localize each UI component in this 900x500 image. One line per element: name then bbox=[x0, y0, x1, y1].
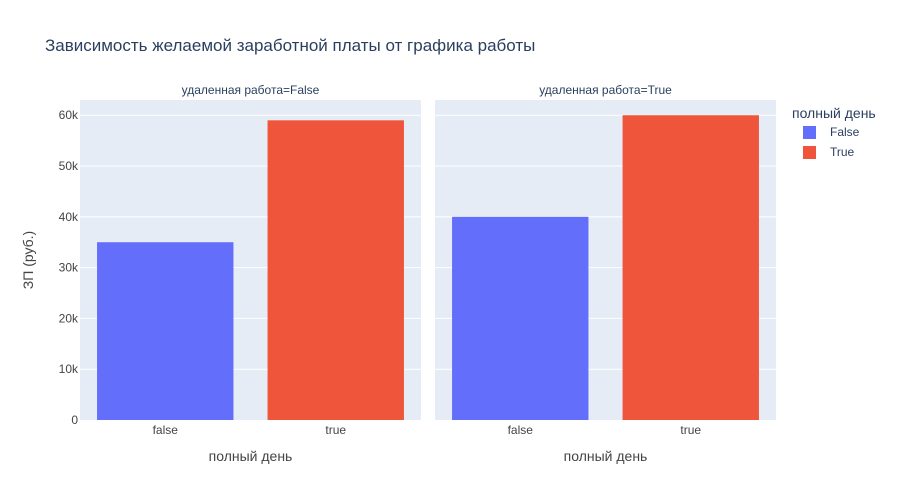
x-tick-label: true bbox=[325, 423, 346, 437]
y-tick-label: 40k bbox=[59, 210, 79, 224]
y-tick-label: 0 bbox=[71, 413, 78, 427]
y-tick-label: 60k bbox=[59, 108, 79, 122]
y-axis-title: ЗП (руб.) bbox=[20, 231, 36, 289]
facet-title: удаленная работа=False bbox=[182, 83, 320, 97]
legend-item-false[interactable]: False bbox=[803, 125, 860, 139]
x-tick-label: false bbox=[153, 423, 179, 437]
y-tick-label: 50k bbox=[59, 159, 79, 173]
y-tick-label: 30k bbox=[59, 261, 79, 275]
legend-label: True bbox=[830, 145, 855, 159]
bar-true bbox=[267, 120, 404, 421]
facet-title: удаленная работа=True bbox=[539, 83, 672, 97]
legend-item-true[interactable]: True bbox=[803, 145, 855, 159]
legend-title: полный день bbox=[792, 105, 876, 121]
facet-2: удаленная работа=True false true полный ден… bbox=[435, 83, 776, 464]
bar-false bbox=[97, 242, 234, 420]
legend-swatch bbox=[803, 126, 816, 139]
x-tick-label: true bbox=[680, 423, 701, 437]
legend-label: False bbox=[830, 125, 860, 139]
bar-true bbox=[622, 115, 759, 420]
x-axis-title: полный день bbox=[564, 448, 648, 464]
x-tick-label: false bbox=[508, 423, 534, 437]
legend: полный день False True bbox=[792, 105, 876, 159]
chart-title: Зависимость желаемой заработной платы от… bbox=[45, 36, 535, 55]
legend-swatch bbox=[803, 146, 816, 159]
y-tick-label: 20k bbox=[59, 311, 79, 325]
facet-1: удаленная работа=False false true полный де… bbox=[59, 83, 421, 464]
bar-false bbox=[452, 216, 589, 420]
x-axis-title: полный день bbox=[209, 448, 293, 464]
y-tick-label: 10k bbox=[59, 362, 79, 376]
